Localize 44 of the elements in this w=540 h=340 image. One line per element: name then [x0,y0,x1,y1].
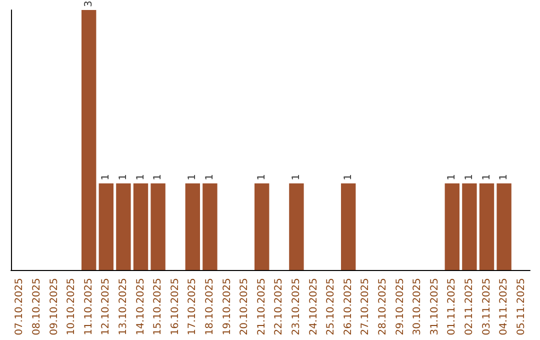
data-label: 1 [446,174,458,180]
x-tick-label: 29.10.2025 [394,278,406,336]
data-label: 3 [83,0,94,7]
x-tick-label: 10.10.2025 [66,278,78,336]
x-tick-label: 11.10.2025 [83,278,94,336]
x-tick-label: 05.11.2025 [516,278,527,336]
x-tick-label: 27.10.2025 [360,278,372,336]
data-label: 1 [481,174,492,180]
data-label: 1 [100,174,112,180]
data-label: 1 [204,174,216,180]
x-tick-label: 18.10.2025 [204,278,216,336]
x-tick-label: 21.10.2025 [256,278,268,336]
x-tick-label: 19.10.2025 [222,278,233,336]
x-tick-label: 14.10.2025 [135,278,146,336]
data-label: 1 [118,174,129,180]
data-label: 1 [187,174,198,180]
x-tick-label: 07.10.2025 [14,278,26,336]
data-label: 1 [152,174,164,180]
x-tick-label: 15.10.2025 [152,278,164,336]
x-tick-label: 03.11.2025 [481,278,492,336]
data-label: 1 [135,174,146,180]
x-tick-label: 31.10.2025 [429,278,440,336]
data-label: 1 [464,174,475,180]
x-tick-label: 08.10.2025 [31,278,42,336]
x-tick-label: 09.10.2025 [48,278,60,336]
x-tick-label: 24.10.2025 [308,278,320,336]
x-tick-label: 26.10.2025 [342,278,354,336]
x-tick-label: 12.10.2025 [100,278,112,336]
x-tick-label: 13.10.2025 [118,278,129,336]
data-label: 1 [256,174,268,180]
x-tick-label: 17.10.2025 [187,278,198,336]
x-tick-label: 28.10.2025 [377,278,388,336]
x-tick-label: 20.10.2025 [239,278,250,336]
x-tick-label: 04.11.2025 [498,278,510,336]
x-tick-label: 23.10.2025 [290,278,302,336]
data-label: 1 [290,174,302,180]
x-tick-label: 01.11.2025 [446,278,458,336]
data-label: 1 [342,174,354,180]
x-tick-label: 16.10.2025 [170,278,181,336]
data-label: 1 [498,174,510,180]
x-tick-label: 02.11.2025 [464,278,475,336]
x-tick-label: 22.10.2025 [274,278,285,336]
x-tick-label: 30.10.2025 [412,278,424,336]
x-tick-label: 25.10.2025 [326,278,337,336]
